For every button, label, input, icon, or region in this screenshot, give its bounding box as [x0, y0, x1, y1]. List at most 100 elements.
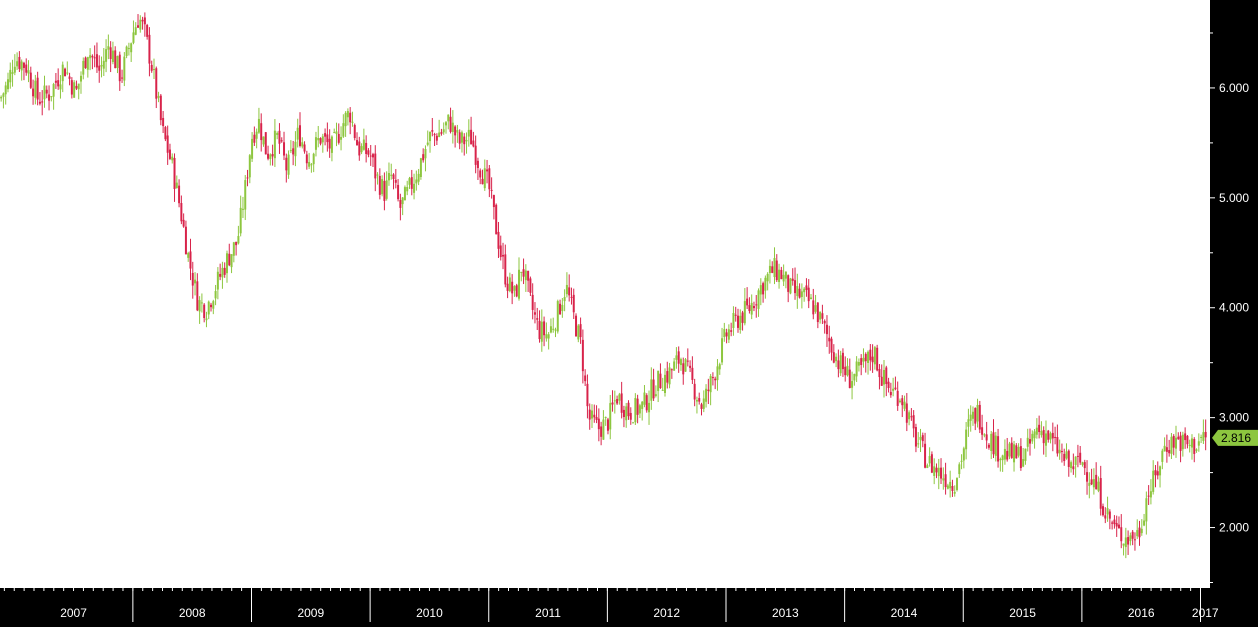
- candle-body: [1193, 439, 1195, 454]
- candle-body: [566, 285, 568, 294]
- candle-body: [844, 367, 846, 375]
- candle-body: [105, 49, 107, 62]
- candle-body: [774, 258, 776, 277]
- candle-body: [32, 89, 34, 97]
- candle-body: [664, 375, 666, 393]
- candle-body: [767, 274, 769, 281]
- candle-body: [748, 305, 750, 311]
- candle-body: [1024, 449, 1026, 461]
- candle-body: [977, 405, 979, 422]
- candle-body: [495, 205, 497, 234]
- candle-body: [990, 434, 992, 451]
- candle-body: [997, 436, 999, 461]
- candle-body: [1086, 472, 1088, 482]
- candle-body: [627, 403, 629, 416]
- candle-body: [1154, 470, 1156, 475]
- candle-body: [59, 84, 61, 89]
- candle-body: [2, 93, 4, 96]
- candle-body: [897, 391, 899, 406]
- candle-body: [130, 43, 132, 52]
- candle-body: [53, 84, 55, 97]
- candle-body: [1031, 434, 1033, 442]
- candle-body: [810, 298, 812, 300]
- candle-body: [915, 427, 917, 447]
- candle-body: [831, 339, 833, 353]
- candle-body: [1107, 508, 1109, 514]
- candle-body: [30, 73, 32, 88]
- candle-body: [1139, 528, 1141, 538]
- candle-body: [612, 402, 614, 404]
- candle-body: [415, 179, 417, 183]
- candle-body: [278, 131, 280, 144]
- candle-body: [630, 413, 632, 420]
- candle-body: [57, 80, 59, 86]
- candle-body: [646, 395, 648, 410]
- candle-body: [176, 183, 178, 188]
- candle-body: [23, 63, 25, 68]
- candle-body: [253, 135, 255, 143]
- candle-body: [545, 334, 547, 338]
- candle-body: [570, 297, 572, 298]
- candle-body: [828, 338, 830, 342]
- candle-body: [826, 325, 828, 334]
- candle-body: [568, 287, 570, 295]
- candle-body: [906, 403, 908, 422]
- candle-body: [452, 123, 454, 132]
- candle-body: [0, 97, 2, 98]
- candle-body: [121, 78, 123, 79]
- candle-body: [1116, 523, 1118, 527]
- candle-body: [675, 355, 677, 359]
- candle-body: [69, 76, 71, 78]
- candle-body: [951, 486, 953, 491]
- candle-body: [847, 366, 849, 375]
- candle-body: [584, 375, 586, 381]
- candle-body: [379, 176, 381, 195]
- candle-body: [598, 419, 600, 430]
- candle-body: [945, 474, 947, 487]
- candle-body: [931, 454, 933, 472]
- candle-body: [25, 65, 27, 73]
- candle-body: [650, 379, 652, 400]
- candle-body: [335, 131, 337, 134]
- candle-body: [742, 312, 744, 322]
- candle-body: [509, 277, 511, 291]
- candle-body: [758, 290, 760, 309]
- candle-body: [1084, 462, 1086, 468]
- candle-body: [504, 254, 506, 284]
- candle-body: [367, 150, 369, 155]
- candle-body: [119, 55, 121, 81]
- candle-body: [961, 461, 963, 462]
- candle-body: [869, 350, 871, 361]
- candle-body: [954, 492, 956, 494]
- candle-body: [333, 132, 335, 133]
- candle-body: [192, 273, 194, 286]
- candle-body: [577, 326, 579, 340]
- candle-body: [212, 301, 214, 309]
- candle-body: [1070, 462, 1072, 468]
- candle-body: [824, 321, 826, 323]
- candle-body: [673, 361, 675, 370]
- candle-body: [395, 180, 397, 183]
- candle-body: [967, 419, 969, 426]
- candle-body: [988, 445, 990, 448]
- candle-body: [262, 137, 264, 145]
- candle-body: [947, 485, 949, 488]
- candle-body: [199, 300, 201, 311]
- candle-body: [322, 136, 324, 142]
- candle-body: [393, 174, 395, 179]
- candle-body: [324, 133, 326, 137]
- candle-body: [776, 261, 778, 281]
- candle-body: [189, 251, 191, 268]
- candle-body: [1068, 451, 1070, 467]
- candle-body: [1111, 522, 1113, 523]
- candle-body: [247, 177, 249, 178]
- y-tick-label: 3.000: [1219, 411, 1249, 425]
- candle-body: [920, 437, 922, 440]
- candle-body: [397, 185, 399, 199]
- candle-body: [274, 131, 276, 158]
- candle-body: [732, 313, 734, 328]
- candle-body: [1152, 471, 1154, 492]
- candle-body: [313, 154, 315, 164]
- candle-body: [1132, 532, 1134, 539]
- candle-body: [511, 282, 513, 294]
